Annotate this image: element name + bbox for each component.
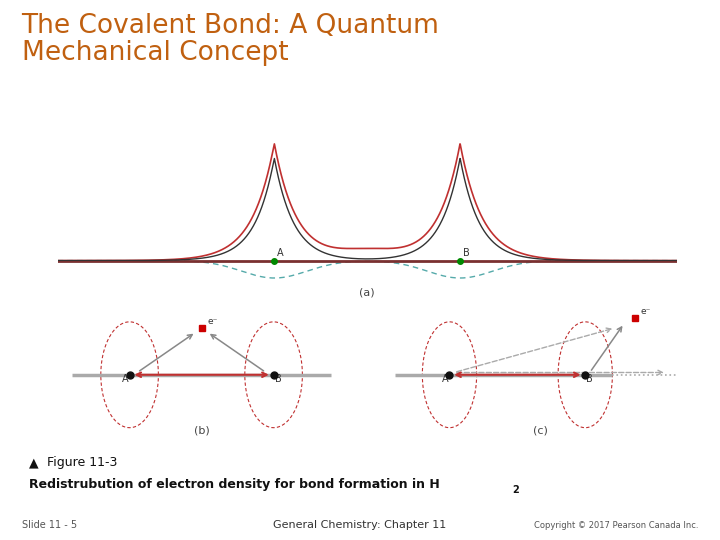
Text: (a): (a) — [359, 287, 375, 298]
Text: Mechanical Concept: Mechanical Concept — [22, 40, 288, 66]
Text: The Covalent Bond: A Quantum: The Covalent Bond: A Quantum — [22, 14, 439, 39]
Text: B: B — [275, 374, 282, 384]
Text: B: B — [586, 374, 593, 384]
Text: 2: 2 — [513, 485, 519, 495]
Text: A: A — [441, 374, 449, 384]
Text: e⁻: e⁻ — [641, 307, 651, 316]
Text: A: A — [122, 374, 128, 384]
Text: Figure 11-3: Figure 11-3 — [47, 456, 117, 469]
Text: Slide 11 - 5: Slide 11 - 5 — [22, 520, 77, 530]
Text: General Chemistry: Chapter 11: General Chemistry: Chapter 11 — [274, 520, 446, 530]
Text: A: A — [277, 248, 284, 258]
Text: B: B — [463, 248, 470, 258]
Text: (c): (c) — [533, 426, 547, 435]
Text: e⁻: e⁻ — [207, 317, 217, 326]
Text: (b): (b) — [194, 426, 210, 435]
Text: Redistrubution of electron density for bond formation in H: Redistrubution of electron density for b… — [29, 478, 439, 491]
Text: Copyright © 2017 Pearson Canada Inc.: Copyright © 2017 Pearson Canada Inc. — [534, 521, 698, 530]
Text: ▲: ▲ — [29, 456, 38, 469]
